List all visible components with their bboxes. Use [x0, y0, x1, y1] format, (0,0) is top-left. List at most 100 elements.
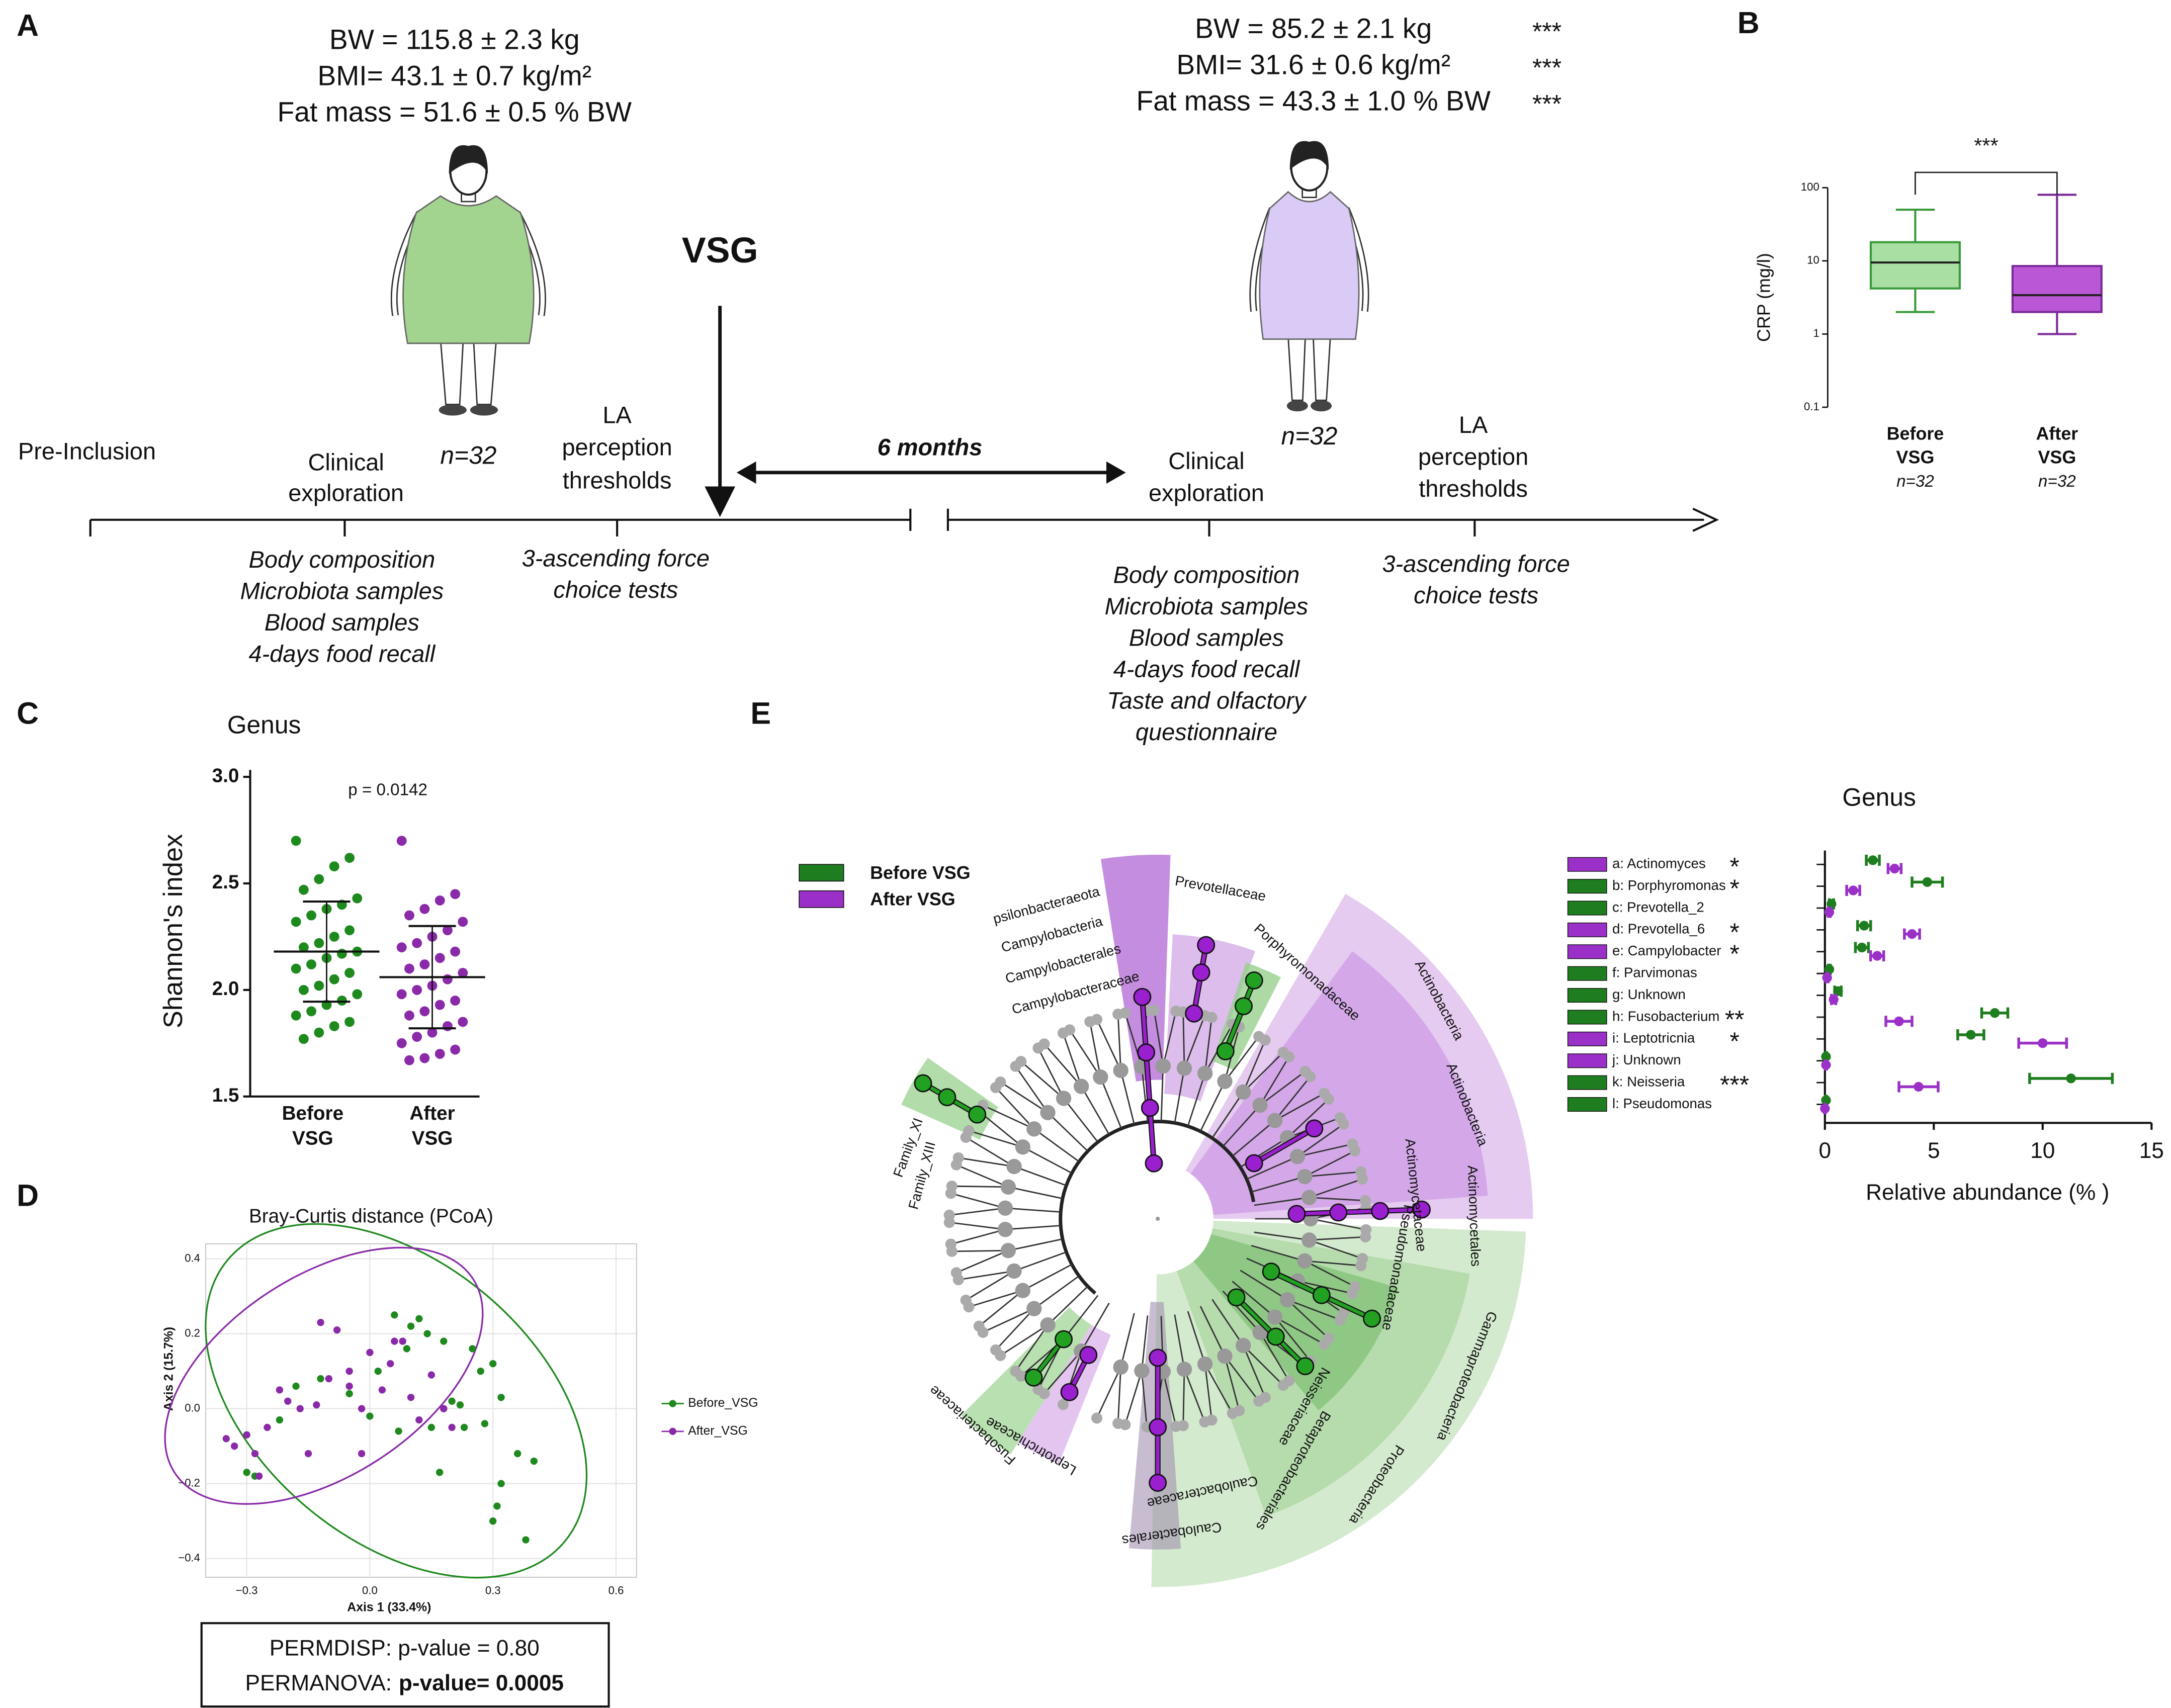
- tree-node: [1093, 1069, 1108, 1085]
- tree-node: [1267, 1309, 1283, 1325]
- tree-node: [1040, 1317, 1056, 1333]
- intervention: VSG: [682, 230, 758, 271]
- data-point: [450, 889, 461, 900]
- data-point: [352, 989, 363, 1000]
- tree-branch: [1153, 1010, 1177, 1122]
- tree-node: [1252, 1097, 1268, 1113]
- tree-node: [1112, 1417, 1124, 1429]
- tree-branch: [1174, 1314, 1205, 1426]
- x-tick-label: VSG: [292, 1128, 333, 1149]
- tree-branch: [958, 1136, 1067, 1187]
- category-swatch: [1567, 901, 1607, 916]
- significance: **: [1725, 1005, 1745, 1033]
- category-label: f: Parvimonas: [1612, 964, 1697, 980]
- tree-node: [990, 1344, 1002, 1356]
- step-item: choice tests: [1414, 582, 1538, 608]
- figure-illustration: [390, 145, 546, 416]
- category-swatch: [1567, 1053, 1607, 1068]
- tree-branch: [1211, 1299, 1284, 1398]
- stats-label: PERMANOVA:: [245, 1671, 392, 1695]
- legend-swatch: [799, 890, 844, 908]
- data-point: [403, 1345, 411, 1353]
- data-point: [513, 1450, 522, 1458]
- clade-node: [1312, 1286, 1331, 1304]
- clade-node: [1245, 1154, 1263, 1173]
- y-axis-label: CRP (mg/l): [1753, 253, 1774, 342]
- data-point: [222, 1435, 230, 1443]
- data-point: [391, 1311, 398, 1319]
- data-point: [317, 1319, 324, 1326]
- tree-node: [1040, 1105, 1056, 1121]
- data-point: [306, 1006, 317, 1017]
- group-size: n=32: [1896, 472, 1934, 491]
- clade-node: [1024, 1368, 1043, 1387]
- category-label: b: Porphyromonas: [1612, 877, 1726, 893]
- after-stat: BMI= 31.6 ± 0.6 kg/m²: [1176, 49, 1450, 80]
- tree-node: [1119, 1007, 1131, 1019]
- data-point: [336, 948, 347, 959]
- tree-node: [950, 1267, 962, 1279]
- tree-branch: [969, 1264, 1073, 1327]
- panel-label: A: [17, 9, 39, 43]
- mean-point: [1822, 972, 1832, 983]
- mean-point: [1907, 929, 1917, 939]
- tree-node: [1176, 1362, 1192, 1377]
- mean-point: [2038, 1038, 2048, 1048]
- x-tick-label: After: [409, 1103, 455, 1124]
- tree-branch: [1174, 1012, 1205, 1123]
- tree-branch: [982, 1275, 1080, 1351]
- mean-point: [1821, 1051, 1831, 1062]
- mean-point: [1894, 1016, 1904, 1026]
- clade-node: [1145, 1154, 1163, 1173]
- tree-node: [1289, 1149, 1306, 1164]
- mean-point: [1857, 942, 1867, 953]
- clade-node: [938, 1088, 957, 1107]
- data-point: [230, 1443, 238, 1450]
- data-point: [404, 1010, 414, 1021]
- sample-size: n=32: [440, 441, 496, 470]
- panel-label: B: [1738, 6, 1760, 40]
- y-tick-label: 0.1: [1804, 400, 1819, 413]
- tree-node: [1236, 1337, 1251, 1354]
- mean-point: [1868, 855, 1878, 865]
- tree-node: [1283, 1051, 1295, 1062]
- data-point: [481, 1420, 489, 1427]
- tree-node: [1206, 1012, 1218, 1023]
- data-point: [412, 938, 422, 948]
- data-point: [419, 904, 430, 914]
- tree-node: [1091, 1412, 1103, 1424]
- data-point: [298, 1034, 309, 1044]
- clade-node: [1296, 1357, 1315, 1376]
- y-tick-label: 2.0: [212, 978, 239, 1000]
- data-point: [298, 884, 309, 895]
- y-tick-label: 10: [1807, 254, 1819, 266]
- mean-point: [2066, 1073, 2076, 1084]
- category-label: g: Unknown: [1612, 986, 1686, 1002]
- clade-node: [1149, 1349, 1167, 1367]
- significance: ***: [1532, 18, 1561, 46]
- data-point: [407, 1322, 415, 1330]
- data-point: [304, 1450, 312, 1458]
- shoe: [470, 404, 498, 416]
- tree-node: [1006, 1158, 1022, 1175]
- clade-node: [914, 1074, 932, 1093]
- data-point: [317, 1375, 324, 1383]
- step-item: Taste and olfactory: [1107, 687, 1307, 713]
- data-point: [276, 1416, 284, 1424]
- tree-node: [1113, 1359, 1128, 1375]
- tree-node: [1338, 1118, 1349, 1130]
- clade-node: [1266, 1327, 1285, 1346]
- legs: [440, 340, 497, 405]
- legs: [1287, 336, 1331, 401]
- clade-node: [1235, 997, 1253, 1016]
- data-point: [298, 984, 309, 995]
- y-tick-label: 0.4: [185, 1251, 200, 1264]
- significance: ***: [1532, 53, 1561, 81]
- tree-node: [1006, 1263, 1022, 1279]
- tree-node: [1360, 1231, 1371, 1243]
- data-point: [358, 1405, 366, 1412]
- clade-node: [1413, 1200, 1431, 1219]
- data-point: [345, 1390, 353, 1398]
- step-title: Clinical: [308, 449, 384, 476]
